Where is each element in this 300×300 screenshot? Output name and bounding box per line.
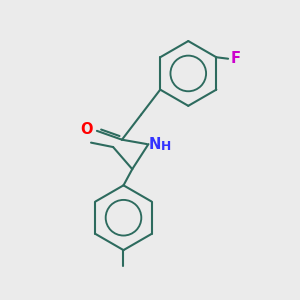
Text: H: H bbox=[161, 140, 171, 153]
Text: N: N bbox=[148, 136, 161, 152]
Text: F: F bbox=[231, 51, 241, 66]
Text: O: O bbox=[81, 122, 93, 137]
